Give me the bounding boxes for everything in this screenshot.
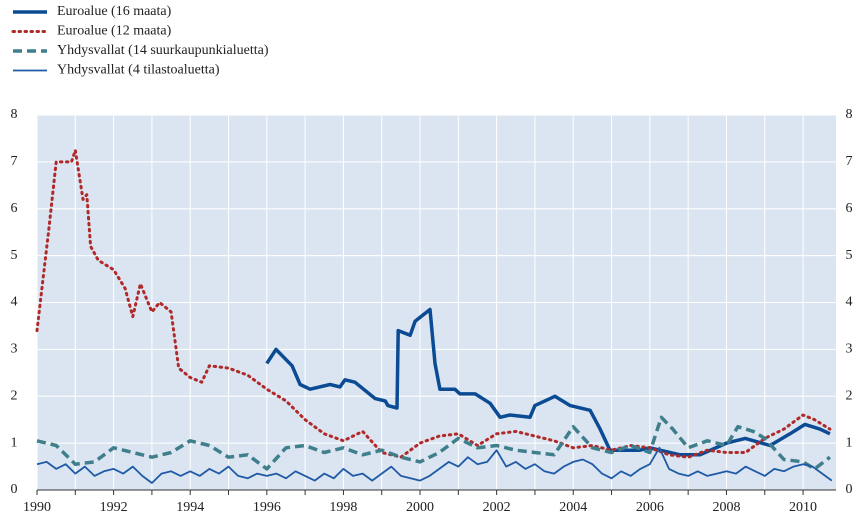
y-tick-label: 0 xyxy=(11,482,18,497)
y2-tick-label: 4 xyxy=(846,295,853,310)
y2-tick-label: 2 xyxy=(846,388,853,403)
legend-label: Euroalue (16 maata) xyxy=(57,4,172,19)
x-tick-label: 1990 xyxy=(23,500,51,515)
y-tick-label: 7 xyxy=(11,154,18,169)
x-tick-label: 1992 xyxy=(100,500,128,515)
x-tick-label: 1994 xyxy=(176,500,204,515)
series-line xyxy=(35,148,832,459)
y2-tick-label: 0 xyxy=(846,482,853,497)
legend-label: Yhdysvallat (4 tilastoaluetta) xyxy=(57,63,220,78)
y-tick-label: 8 xyxy=(11,107,18,122)
y-tick-label: 6 xyxy=(11,201,18,216)
y-tick-label: 3 xyxy=(11,342,18,357)
x-tick-label: 1998 xyxy=(329,500,357,515)
x-tick-label: 2010 xyxy=(789,500,817,515)
y2-tick-label: 6 xyxy=(846,201,853,216)
y2-tick-label: 3 xyxy=(846,342,853,357)
y-tick-label: 2 xyxy=(11,388,18,403)
x-tick-label: 1996 xyxy=(253,500,281,515)
series-line xyxy=(265,307,831,457)
series-line xyxy=(36,446,833,484)
y2-tick-label: 1 xyxy=(846,435,853,450)
y2-tick-label: 5 xyxy=(846,248,853,263)
legend-label: Yhdysvallat (14 suurkaupunkialuetta) xyxy=(57,43,269,58)
y2-tick-label: 7 xyxy=(846,154,853,169)
x-tick-label: 2002 xyxy=(483,500,511,515)
series-line xyxy=(36,415,831,471)
x-tick-label: 2000 xyxy=(406,500,434,515)
legend-label: Euroalue (12 maata) xyxy=(57,24,172,39)
y-tick-label: 1 xyxy=(11,435,18,450)
x-tick-label: 2004 xyxy=(559,500,587,515)
x-tick-label: 2008 xyxy=(712,500,740,515)
x-tick-label: 2006 xyxy=(636,500,664,515)
y-tick-label: 4 xyxy=(11,295,18,310)
y-tick-label: 5 xyxy=(11,248,18,263)
y2-tick-label: 8 xyxy=(846,107,853,122)
